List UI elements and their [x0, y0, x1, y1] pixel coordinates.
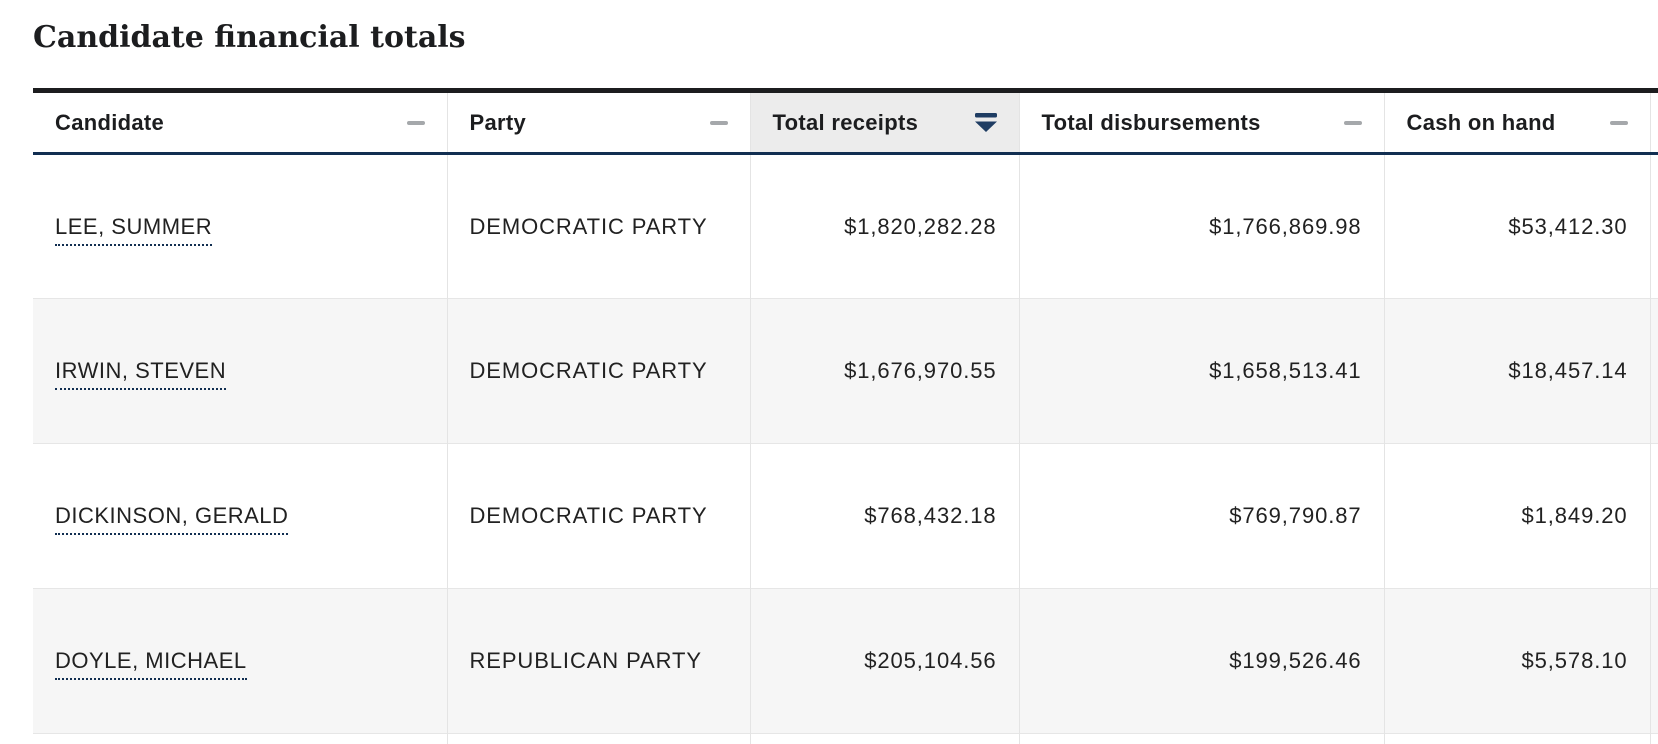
dash-icon[interactable] — [406, 120, 425, 125]
candidate-cell: DOYLE, MICHAEL — [33, 588, 448, 734]
candidate-link[interactable]: LEE, SUMMER — [55, 213, 213, 246]
table-row: DICKINSON, GERALD DEMOCRATIC PARTY $768,… — [33, 443, 1658, 589]
clipped-cell — [1650, 733, 1658, 744]
page-title: Candidate financial totals — [33, 20, 466, 55]
dash-icon[interactable] — [1609, 120, 1628, 125]
total-disbursements-cell — [1019, 733, 1385, 744]
total-receipts-cell: $1,676,970.55 — [750, 298, 1020, 444]
candidate-link[interactable]: DOYLE, MICHAEL — [55, 648, 247, 680]
candidate-financial-totals-table: Candidate Party Total receipts — [33, 88, 1658, 744]
clipped-cell — [1650, 588, 1658, 734]
dash-icon[interactable] — [1343, 120, 1362, 125]
table-body: LEE, SUMMER DEMOCRATIC PARTY $1,820,282.… — [33, 153, 1658, 744]
cash-on-hand-cell: $18,457.14 — [1384, 298, 1651, 444]
party-cell: DEMOCRATIC PARTY — [447, 153, 751, 299]
total-receipts-cell: $205,104.56 — [750, 588, 1020, 734]
cash-on-hand-cell — [1384, 733, 1651, 744]
clipped-cell — [1650, 153, 1658, 299]
party-cell: REPUBLICAN PARTY — [447, 588, 751, 734]
column-header-cash-on-hand[interactable]: Cash on hand — [1384, 88, 1651, 155]
candidate-cell: IRWIN, STEVEN — [33, 298, 448, 444]
page: Candidate financial totals Candidate — [0, 20, 1658, 744]
candidate-link[interactable]: IRWIN, STEVEN — [55, 358, 227, 390]
candidate-cell — [33, 733, 448, 744]
header-row: Candidate Party Total receipts — [33, 88, 1658, 155]
column-header-total-disbursements[interactable]: Total disbursements — [1019, 88, 1385, 155]
total-receipts-cell: $768,432.18 — [750, 443, 1020, 589]
total-disbursements-cell: $769,790.87 — [1019, 443, 1385, 589]
column-label: Party — [469, 109, 527, 135]
party-cell: DEMOCRATIC PARTY — [447, 443, 751, 589]
column-label: Candidate — [55, 109, 165, 135]
total-receipts-cell — [750, 733, 1020, 744]
table-row: IRWIN, STEVEN DEMOCRATIC PARTY $1,676,97… — [33, 298, 1658, 444]
dash-icon[interactable] — [709, 120, 728, 125]
clipped-cell — [1650, 298, 1658, 444]
table-header: Candidate Party Total receipts — [33, 88, 1658, 155]
cash-on-hand-cell: $5,578.10 — [1384, 588, 1651, 734]
total-receipts-cell: $1,820,282.28 — [750, 153, 1020, 299]
sort-descending-icon[interactable] — [974, 113, 997, 132]
column-label: Total receipts — [772, 109, 919, 135]
column-header-party[interactable]: Party — [447, 88, 751, 155]
column-label: Cash on hand — [1406, 109, 1556, 135]
candidate-cell: LEE, SUMMER — [33, 153, 448, 299]
clipped-cell — [1650, 443, 1658, 589]
table-viewport: Candidate Party Total receipts — [33, 88, 1658, 744]
candidate-link[interactable]: DICKINSON, GERALD — [55, 503, 289, 535]
party-cell — [447, 733, 751, 744]
candidate-cell: DICKINSON, GERALD — [33, 443, 448, 589]
column-header-total-receipts[interactable]: Total receipts — [750, 88, 1020, 155]
cash-on-hand-cell: $53,412.30 — [1384, 153, 1651, 299]
column-header-candidate[interactable]: Candidate — [33, 88, 448, 155]
total-disbursements-cell: $1,766,869.98 — [1019, 153, 1385, 299]
column-header-clipped — [1650, 88, 1658, 155]
table-row: LEE, SUMMER DEMOCRATIC PARTY $1,820,282.… — [33, 153, 1658, 299]
total-disbursements-cell: $199,526.46 — [1019, 588, 1385, 734]
column-label: Total disbursements — [1041, 109, 1261, 135]
table-row-partial — [33, 733, 1658, 744]
total-disbursements-cell: $1,658,513.41 — [1019, 298, 1385, 444]
party-cell: DEMOCRATIC PARTY — [447, 298, 751, 444]
table-row: DOYLE, MICHAEL REPUBLICAN PARTY $205,104… — [33, 588, 1658, 734]
cash-on-hand-cell: $1,849.20 — [1384, 443, 1651, 589]
